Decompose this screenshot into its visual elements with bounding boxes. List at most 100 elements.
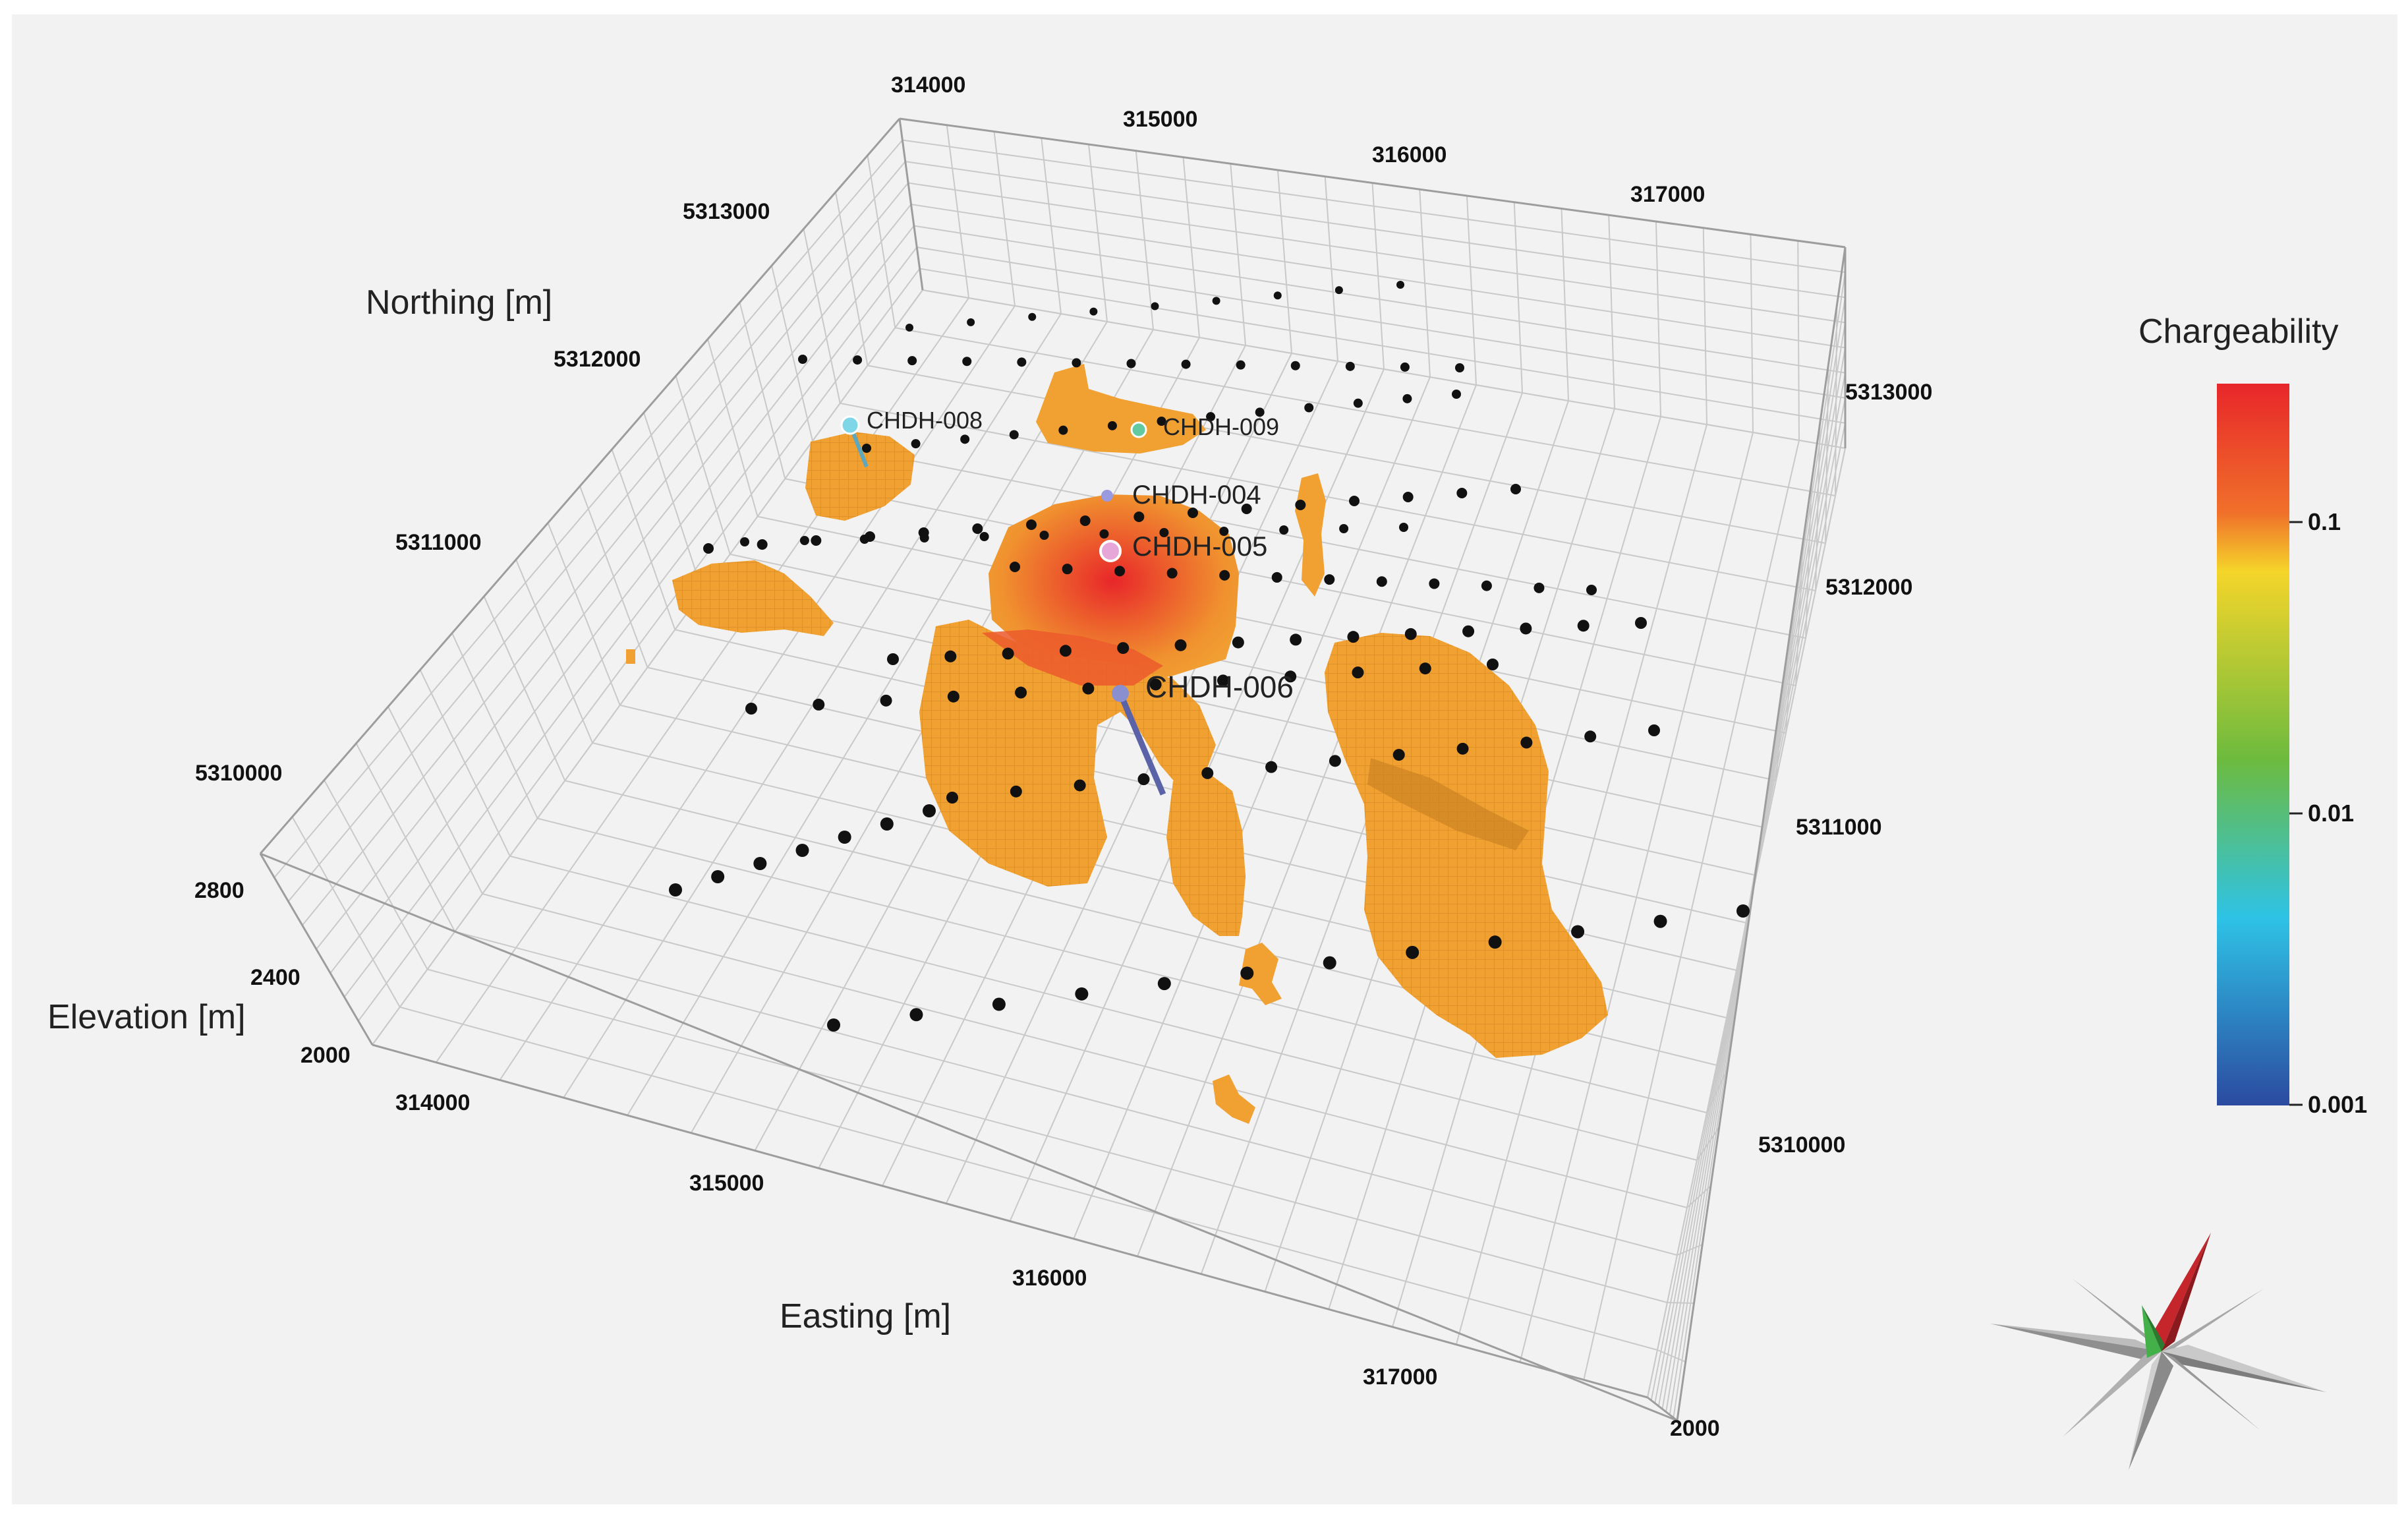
survey-station-point bbox=[909, 1008, 923, 1022]
tick-label: 5313000 bbox=[683, 199, 770, 224]
north-arrow-compass-icon[interactable] bbox=[1990, 1233, 2326, 1470]
survey-station-point bbox=[1107, 421, 1117, 430]
tick-label: 2000 bbox=[1670, 1416, 1720, 1441]
survey-station-point bbox=[795, 844, 809, 857]
survey-station-point bbox=[1339, 524, 1349, 533]
grid-line bbox=[372, 1043, 1648, 1399]
grid-line bbox=[803, 229, 841, 403]
anomaly-body-east bbox=[1325, 633, 1608, 1058]
tick-label: 2400 bbox=[250, 965, 301, 990]
grid-line bbox=[482, 893, 1688, 1208]
grid-line bbox=[1815, 423, 1821, 591]
survey-station-point bbox=[1345, 361, 1355, 371]
tick-label: 316000 bbox=[1372, 142, 1447, 167]
survey-station-point bbox=[1404, 628, 1417, 640]
survey-station-point bbox=[1400, 362, 1410, 372]
tick-label: 317000 bbox=[1363, 1365, 1437, 1390]
survey-station-point bbox=[1586, 585, 1597, 595]
grid-line bbox=[867, 155, 896, 328]
survey-station-point bbox=[1219, 527, 1229, 536]
anomaly-fragment bbox=[626, 649, 635, 664]
grid-line bbox=[785, 478, 1796, 686]
grid-line bbox=[707, 339, 759, 517]
grid-line bbox=[1825, 364, 1829, 544]
survey-station-point bbox=[1396, 281, 1404, 289]
legend-tick-label: 0.01 bbox=[2308, 800, 2354, 827]
survey-station-point bbox=[1353, 398, 1363, 408]
survey-station-point bbox=[811, 535, 822, 546]
survey-station-point bbox=[1419, 662, 1431, 675]
survey-station-point bbox=[1157, 417, 1166, 426]
grid-line bbox=[840, 402, 1816, 591]
survey-station-point bbox=[1399, 523, 1408, 532]
survey-station-point bbox=[1290, 361, 1300, 370]
survey-station-point bbox=[740, 537, 749, 546]
survey-station-point bbox=[1181, 359, 1191, 369]
grid-line bbox=[867, 365, 1826, 544]
legend-title: Chargeability bbox=[2138, 312, 2339, 351]
grid-line bbox=[509, 855, 1698, 1161]
survey-station-point bbox=[1089, 307, 1098, 316]
tick-label: 5312000 bbox=[1825, 575, 1912, 600]
drillholes: CHDH-008 CHDH-009 CHDH-004 CHDH-005 CHDH… bbox=[840, 407, 1294, 796]
survey-station-point bbox=[887, 653, 899, 665]
tick-label: 314000 bbox=[395, 1090, 470, 1115]
survey-station-point bbox=[1265, 761, 1278, 773]
survey-station-point bbox=[1648, 724, 1660, 736]
drillhole-label-chdh-004: CHDH-004 bbox=[1132, 481, 1261, 510]
drillhole-collar-chdh-004 bbox=[1101, 490, 1113, 502]
anomaly-body-northwest bbox=[805, 432, 915, 521]
survey-station-point bbox=[827, 1018, 840, 1032]
survey-station-point bbox=[905, 324, 913, 332]
tick-label: 5310000 bbox=[1758, 1132, 1845, 1158]
survey-station-point bbox=[1429, 578, 1440, 589]
survey-station-point bbox=[967, 318, 975, 326]
drillhole-label-chdh-006: CHDH-006 bbox=[1145, 670, 1294, 704]
survey-station-point bbox=[1452, 390, 1461, 399]
grid-line bbox=[1657, 1349, 1686, 1363]
drillhole-collar-chdh-009 bbox=[1130, 421, 1147, 438]
tick-label: 5312000 bbox=[554, 347, 641, 372]
grid-line bbox=[905, 161, 1846, 299]
survey-station-point bbox=[1273, 291, 1282, 300]
anomaly-fragment-south bbox=[1239, 943, 1282, 1005]
grid-line bbox=[907, 182, 1846, 324]
grid-line bbox=[1835, 305, 1838, 496]
survey-station-point bbox=[1323, 956, 1336, 970]
survey-station-point bbox=[1571, 925, 1585, 939]
survey-station-point bbox=[919, 533, 929, 543]
survey-station-point bbox=[1079, 515, 1091, 526]
grid-line bbox=[1677, 1244, 1703, 1256]
survey-station-point bbox=[1376, 576, 1387, 587]
survey-station-point bbox=[946, 792, 958, 804]
easting-axis-title: Easting [m] bbox=[780, 1297, 951, 1335]
grid-line bbox=[537, 817, 1707, 1113]
elevation-ticks: 2800 2400 2000 2000 bbox=[194, 878, 1720, 1441]
chargeability-legend: Chargeability 0.1 0.01 0.001 bbox=[2138, 312, 2367, 1118]
drillhole-label-chdh-005: CHDH-005 bbox=[1132, 531, 1267, 562]
survey-station-point bbox=[1324, 574, 1335, 585]
survey-station-point bbox=[1534, 582, 1545, 593]
grid-line bbox=[902, 139, 1846, 274]
survey-station-point bbox=[880, 694, 892, 707]
survey-station-point bbox=[1352, 666, 1364, 679]
grid-line bbox=[895, 327, 1836, 496]
survey-station-point bbox=[1240, 966, 1254, 980]
survey-station-point bbox=[1201, 767, 1214, 779]
survey-station-point bbox=[1026, 519, 1037, 530]
grid-line bbox=[451, 633, 538, 819]
tick-label: 315000 bbox=[1123, 107, 1197, 132]
tick-label: 5311000 bbox=[1796, 815, 1882, 840]
survey-station-point bbox=[1577, 620, 1590, 632]
drillhole-collar-chdh-006 bbox=[1112, 685, 1129, 702]
grid-line bbox=[643, 412, 703, 593]
survey-station-point bbox=[1510, 484, 1521, 494]
survey-station-point bbox=[1133, 512, 1145, 522]
survey-station-point bbox=[798, 355, 807, 364]
tick-label: 5310000 bbox=[195, 761, 282, 786]
northing-axis-title: Northing [m] bbox=[366, 283, 552, 322]
survey-station-point bbox=[1462, 625, 1475, 637]
survey-station-point bbox=[703, 543, 714, 554]
survey-station-point bbox=[1206, 412, 1216, 422]
